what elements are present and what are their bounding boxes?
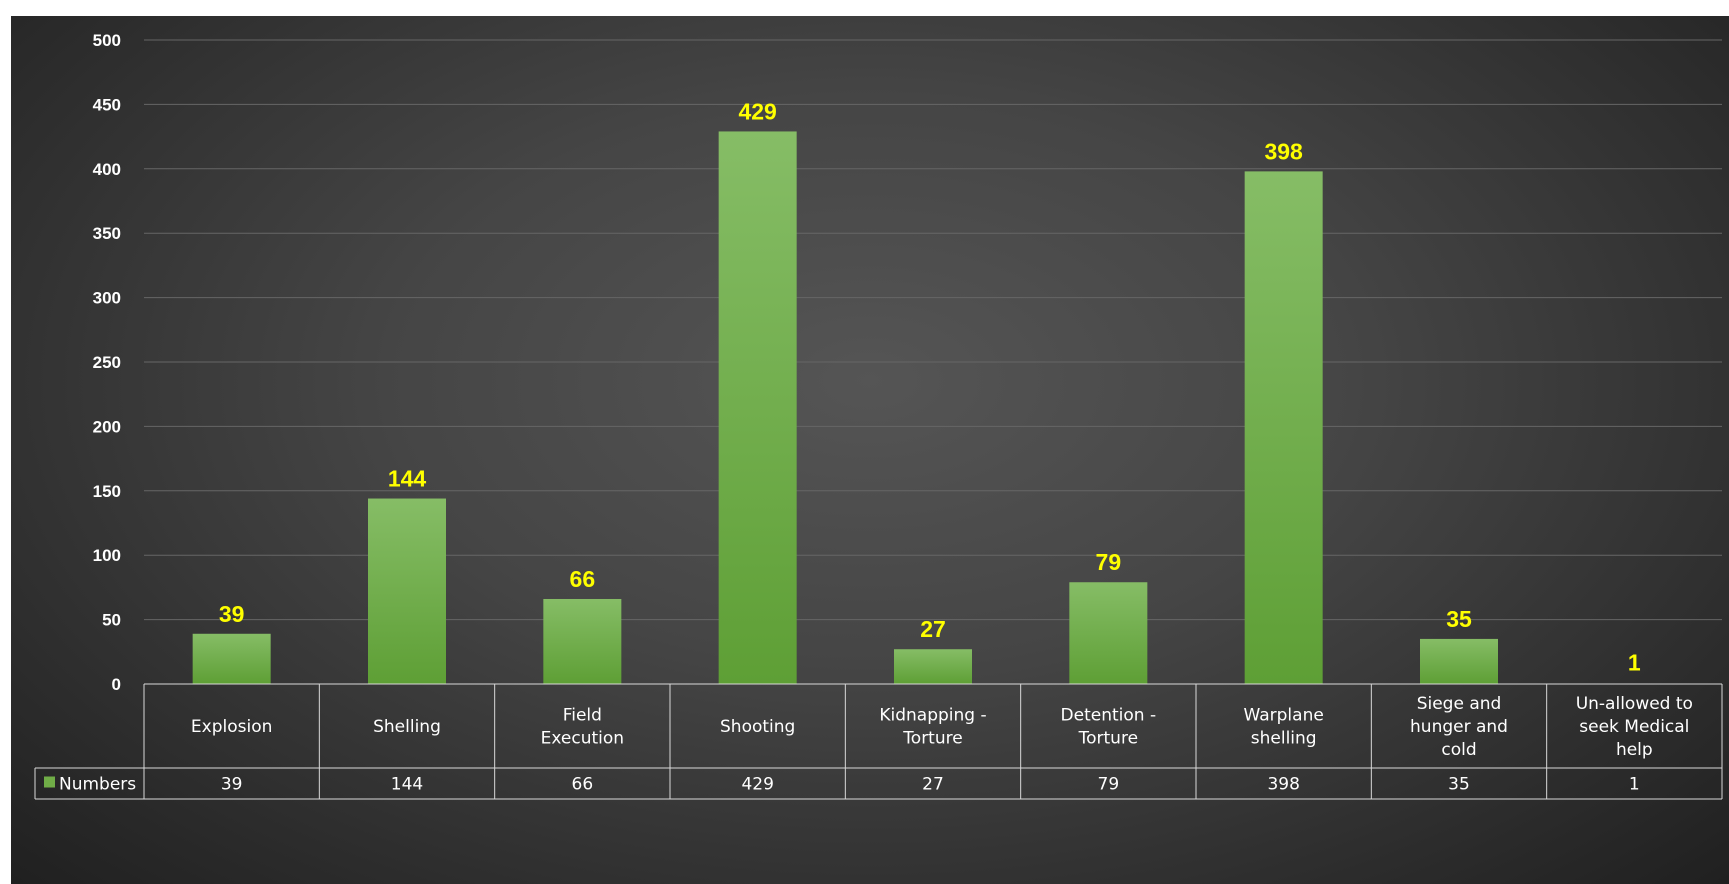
table-value: 1 <box>1629 775 1640 795</box>
table-value: 398 <box>1267 775 1299 795</box>
data-label: 79 <box>1096 549 1122 575</box>
table-value: 429 <box>741 775 773 795</box>
bar <box>368 498 446 684</box>
category-label: Kidnapping -Torture <box>879 706 986 749</box>
bar <box>894 649 972 684</box>
y-tick-label: 100 <box>93 546 121 565</box>
bar <box>1069 582 1148 684</box>
bar-chart: 0 50 100 150 200 250 300 350 400 450 500 39 144 66 42… <box>34 31 1723 800</box>
y-tick-label: 0 <box>112 675 121 694</box>
bar <box>543 598 622 684</box>
y-tick-label: 300 <box>93 289 121 308</box>
data-label: 35 <box>1446 606 1472 632</box>
bar <box>718 131 797 684</box>
y-tick-label: 250 <box>93 353 121 372</box>
data-label: 1 <box>1628 650 1641 676</box>
data-label: 398 <box>1264 138 1303 164</box>
bar <box>1420 638 1498 684</box>
category-label: Shooting <box>720 717 795 737</box>
data-labels: 39 144 66 429 27 79 398 35 1 <box>219 98 1641 675</box>
data-label: 66 <box>570 566 596 592</box>
data-table: Explosion Shelling Field Execution Shooting K… <box>34 683 1723 800</box>
y-axis-ticks: 0 50 100 150 200 250 300 350 400 450 500 <box>93 31 121 694</box>
legend-key <box>44 776 55 788</box>
data-label: 144 <box>388 466 427 492</box>
category-label: Siege and hunger and cold <box>1410 694 1508 760</box>
category-label: Shelling <box>373 717 441 737</box>
category-label: Warplane shelling <box>1244 706 1324 749</box>
y-tick-label: 50 <box>102 611 121 630</box>
y-tick-label: 350 <box>93 224 121 243</box>
bar <box>192 633 271 684</box>
data-label: 39 <box>219 601 245 627</box>
category-label: Explosion <box>191 717 272 737</box>
table-value: 144 <box>391 775 423 795</box>
y-tick-label: 150 <box>93 482 121 501</box>
chart-area: 0 50 100 150 200 250 300 350 400 450 500 39 144 66 42… <box>11 16 1729 884</box>
bars <box>192 131 1498 685</box>
table-value: 66 <box>572 775 594 795</box>
bar <box>1244 171 1323 685</box>
series-name: Numbers <box>59 775 136 795</box>
y-tick-label: 400 <box>93 160 121 179</box>
category-label: Detention -Torture <box>1061 706 1157 749</box>
y-tick-label: 200 <box>93 417 121 436</box>
data-label: 27 <box>920 616 946 642</box>
table-value: 35 <box>1448 775 1470 795</box>
table-value: 79 <box>1098 775 1120 795</box>
table-value: 39 <box>221 775 243 795</box>
y-tick-label: 500 <box>93 31 121 50</box>
table-value: 27 <box>922 775 944 795</box>
category-label: Un-allowed to seek Medical help <box>1576 694 1693 760</box>
category-label: Field Execution <box>541 706 624 749</box>
y-tick-label: 450 <box>93 95 121 114</box>
data-label: 429 <box>738 98 776 124</box>
